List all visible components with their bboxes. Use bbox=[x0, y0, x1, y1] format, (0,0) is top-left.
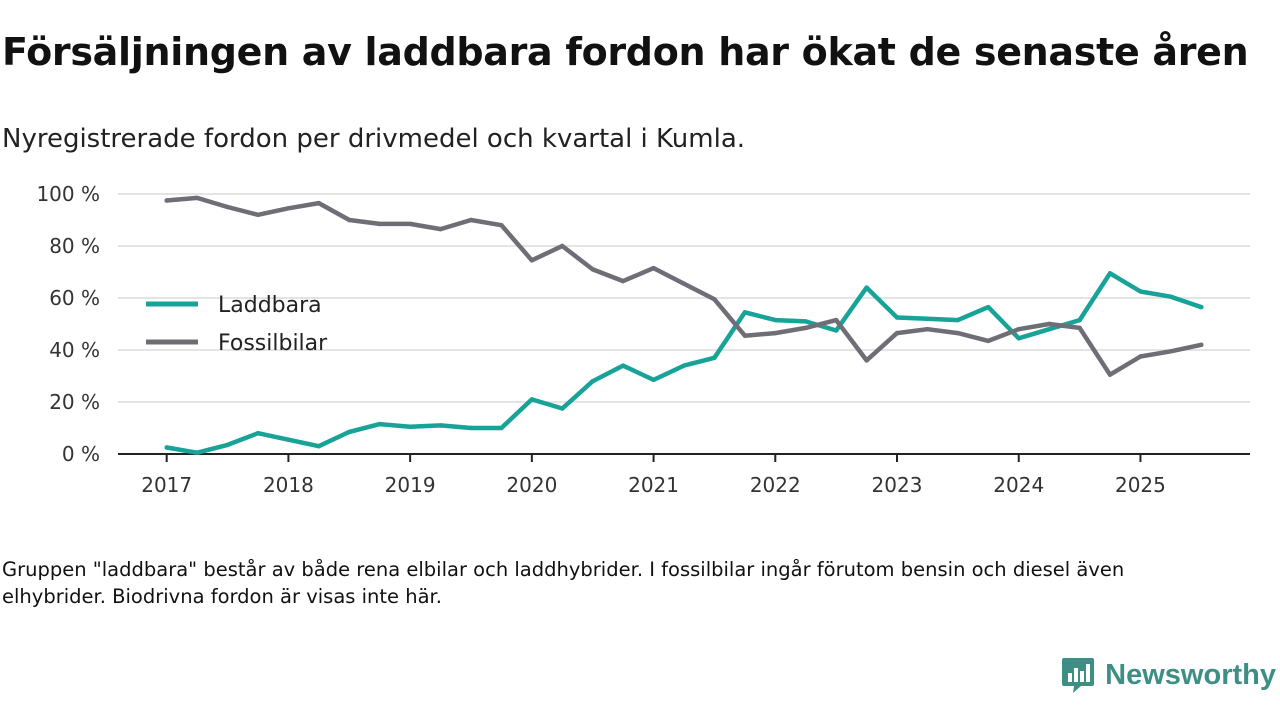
y-tick-label: 60 % bbox=[49, 286, 100, 310]
data-point-laddbara bbox=[1016, 336, 1021, 341]
data-point-laddbara bbox=[651, 377, 656, 383]
data-point-laddbara bbox=[803, 319, 808, 324]
data-point-fossilbilar bbox=[438, 226, 443, 232]
data-point-laddbara bbox=[681, 363, 687, 368]
line-chart: 0 % 20 % 40 % 60 % 80 % 100 % 2017 2018 2019 2020… bbox=[36, 182, 1250, 497]
data-point-laddbara bbox=[590, 379, 595, 384]
data-point-fossilbilar bbox=[1016, 327, 1021, 332]
data-point-laddbara bbox=[1077, 317, 1082, 323]
y-tick-label: 80 % bbox=[49, 234, 100, 258]
data-point-fossilbilar bbox=[194, 195, 200, 201]
data-point-fossilbilar bbox=[1046, 321, 1052, 327]
y-tick-label: 0 % bbox=[62, 442, 100, 466]
series-line-laddbara bbox=[164, 271, 1204, 455]
data-point-laddbara bbox=[347, 429, 352, 435]
data-point-fossilbilar bbox=[1138, 354, 1143, 359]
data-point-laddbara bbox=[955, 317, 961, 323]
x-tick-label: 2025 bbox=[1115, 473, 1166, 497]
data-point-laddbara bbox=[712, 355, 717, 360]
data-point-fossilbilar bbox=[377, 221, 382, 227]
data-point-laddbara bbox=[773, 317, 778, 323]
data-point-laddbara bbox=[864, 285, 869, 290]
data-point-laddbara bbox=[620, 363, 626, 368]
data-point-fossilbilar bbox=[255, 212, 261, 217]
data-point-laddbara bbox=[1138, 289, 1143, 294]
y-tick-label: 100 % bbox=[36, 182, 100, 206]
x-tick-label: 2020 bbox=[506, 473, 557, 497]
data-point-laddbara bbox=[742, 310, 748, 315]
newsworthy-logo-icon bbox=[1062, 658, 1095, 693]
data-point-fossilbilar bbox=[316, 200, 322, 206]
footnote: Gruppen "laddbara" består av både rena e… bbox=[2, 558, 1125, 608]
data-point-laddbara bbox=[925, 316, 930, 321]
data-point-laddbara bbox=[560, 406, 565, 411]
data-point-fossilbilar bbox=[1107, 372, 1113, 377]
brand-logo: Newsworthy bbox=[1061, 656, 1276, 694]
legend-label-laddbara: Laddbara bbox=[218, 293, 322, 318]
x-tick-label: 2019 bbox=[385, 473, 436, 497]
x-tick-label: 2024 bbox=[993, 473, 1044, 497]
data-point-laddbara bbox=[986, 304, 991, 310]
data-point-laddbara bbox=[164, 445, 169, 450]
brand-name: Newsworthy bbox=[1105, 658, 1276, 691]
y-tick-label: 40 % bbox=[49, 338, 100, 362]
x-tick-label: 2022 bbox=[750, 473, 801, 497]
data-point-laddbara bbox=[1107, 271, 1113, 276]
data-point-fossilbilar bbox=[681, 281, 687, 286]
data-point-laddbara bbox=[499, 425, 504, 431]
data-point-fossilbilar bbox=[225, 204, 230, 210]
data-point-fossilbilar bbox=[590, 267, 595, 272]
data-point-fossilbilar bbox=[803, 325, 808, 331]
data-point-laddbara bbox=[1199, 304, 1204, 310]
data-point-fossilbilar bbox=[499, 223, 504, 228]
data-point-laddbara bbox=[286, 437, 291, 442]
data-point-fossilbilar bbox=[651, 265, 656, 271]
data-point-laddbara bbox=[377, 421, 382, 427]
data-point-laddbara bbox=[407, 424, 413, 429]
y-tick-label: 20 % bbox=[49, 390, 100, 414]
data-point-laddbara bbox=[529, 397, 535, 402]
x-tick-label: 2018 bbox=[263, 473, 314, 497]
data-point-fossilbilar bbox=[468, 217, 474, 223]
data-point-laddbara bbox=[438, 423, 443, 428]
data-point-fossilbilar bbox=[529, 258, 535, 263]
data-point-fossilbilar bbox=[560, 243, 565, 249]
data-point-laddbara bbox=[1168, 294, 1174, 299]
chart-title: Försäljningen av laddbara fordon har öka… bbox=[2, 30, 1249, 74]
data-point-fossilbilar bbox=[773, 330, 778, 336]
data-point-fossilbilar bbox=[864, 358, 869, 363]
x-tick-label: 2021 bbox=[628, 473, 679, 497]
data-point-laddbara bbox=[468, 425, 474, 431]
data-point-fossilbilar bbox=[1077, 325, 1082, 331]
data-point-fossilbilar bbox=[407, 221, 413, 227]
legend-label-fossilbilar: Fossilbilar bbox=[218, 331, 328, 356]
x-tick-label: 2017 bbox=[141, 473, 192, 497]
data-point-laddbara bbox=[255, 431, 261, 436]
data-point-fossilbilar bbox=[955, 330, 961, 336]
data-point-fossilbilar bbox=[347, 217, 352, 223]
chart-subtitle: Nyregistrerade fordon per drivmedel och … bbox=[2, 124, 746, 154]
data-point-fossilbilar bbox=[1168, 349, 1174, 354]
data-point-fossilbilar bbox=[925, 327, 930, 332]
data-point-laddbara bbox=[316, 444, 322, 449]
data-point-fossilbilar bbox=[620, 278, 626, 284]
data-point-laddbara bbox=[225, 442, 230, 448]
data-point-laddbara bbox=[1046, 327, 1052, 332]
data-point-laddbara bbox=[194, 450, 200, 455]
data-point-fossilbilar bbox=[712, 297, 717, 302]
data-point-fossilbilar bbox=[833, 317, 839, 323]
data-point-laddbara bbox=[894, 315, 900, 320]
data-point-fossilbilar bbox=[894, 330, 900, 336]
data-point-fossilbilar bbox=[742, 333, 748, 338]
x-tick-label: 2023 bbox=[872, 473, 923, 497]
data-point-fossilbilar bbox=[986, 338, 991, 344]
data-point-fossilbilar bbox=[1199, 342, 1204, 347]
data-point-laddbara bbox=[833, 328, 839, 333]
data-point-fossilbilar bbox=[286, 206, 291, 211]
data-point-fossilbilar bbox=[164, 198, 169, 203]
